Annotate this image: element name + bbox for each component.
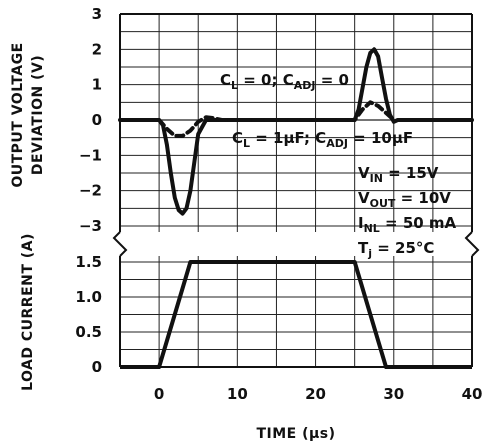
plot-frame bbox=[112, 13, 480, 368]
annotation-cl1: CL = 1μF; CADJ = 10μF bbox=[232, 129, 413, 150]
series-lines bbox=[118, 47, 474, 369]
series-load-current-line bbox=[120, 260, 472, 369]
x-axis-title: TIME (μs) bbox=[256, 426, 335, 442]
y-axis-title-top-line1: OUTPUT VOLTAGE bbox=[10, 42, 26, 187]
x-tick-label: 0 bbox=[154, 385, 164, 403]
frame-left-break bbox=[112, 231, 128, 257]
y-tick-label-top: 1 bbox=[92, 76, 102, 94]
grid bbox=[119, 13, 473, 368]
x-tick-label: 30 bbox=[383, 385, 404, 403]
x-tick-label: 40 bbox=[462, 385, 483, 403]
y-tick-label-top: −2 bbox=[79, 182, 102, 200]
frame-right-break bbox=[464, 231, 480, 257]
y-tick-label-top: 2 bbox=[92, 40, 102, 58]
y-tick-label-bottom: 1.0 bbox=[75, 288, 102, 306]
y-tick-label-top: −3 bbox=[79, 217, 102, 235]
x-tick-label: 10 bbox=[227, 385, 248, 403]
annotation-cl0: CL = 0; CADJ = 0 bbox=[220, 71, 349, 92]
series-cl1-dashed-line bbox=[157, 100, 396, 138]
condition-inl: INL = 50 mA bbox=[358, 214, 457, 235]
condition-tj: Tj = 25°C bbox=[358, 239, 434, 260]
condition-vin: VIN = 15V bbox=[358, 164, 439, 185]
y-axis-title-bottom: LOAD CURRENT (A) bbox=[20, 233, 36, 391]
y-tick-label-bottom: 0.5 bbox=[75, 323, 102, 341]
y-tick-label-top: 0 bbox=[92, 111, 102, 129]
y-tick-label-top: 3 bbox=[92, 5, 102, 23]
condition-vout: VOUT = 10V bbox=[358, 189, 451, 210]
y-tick-label-top: −1 bbox=[79, 146, 102, 164]
conditions-block: VIN = 15V VOUT = 10V INL = 50 mA Tj = 25… bbox=[358, 164, 457, 260]
y-tick-label-bottom: 0 bbox=[92, 358, 102, 376]
y-tick-label-bottom: 1.5 bbox=[75, 253, 102, 271]
x-tick-label: 20 bbox=[305, 385, 326, 403]
y-axis-title-top-line2: DEVIATION (V) bbox=[30, 55, 46, 175]
